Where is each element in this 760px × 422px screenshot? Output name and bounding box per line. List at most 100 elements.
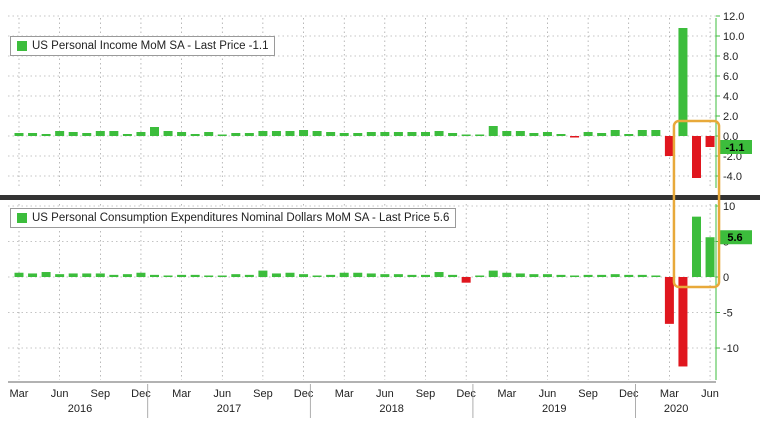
y-tick-label: 4.0: [723, 91, 738, 103]
bar-2017-02: [163, 131, 173, 136]
bar-2016-04: [28, 133, 38, 136]
bar-2016-12: [136, 132, 146, 136]
bar-2019-04: [515, 131, 525, 136]
bar-2018-01: [312, 131, 322, 136]
bar-2019-09: [583, 274, 593, 277]
bar-2018-09: [421, 274, 430, 277]
bar-2018-05: [366, 132, 376, 136]
bar-2019-02: [488, 126, 498, 136]
bar-2018-08: [407, 274, 417, 277]
bar-2017-05: [204, 275, 214, 277]
legend-swatch-income: [17, 41, 27, 51]
bar-2020-05: [692, 136, 701, 178]
bar-2019-11: [610, 130, 620, 136]
bar-2018-08: [407, 132, 417, 136]
bar-2017-07: [231, 133, 241, 136]
bar-2019-10: [597, 274, 607, 277]
bar-2017-06: [217, 275, 227, 277]
x-tick-label: Mar: [335, 388, 354, 400]
last-value-label: -1.1: [726, 142, 745, 154]
year-label: 2020: [664, 403, 688, 415]
bar-2018-11: [448, 133, 458, 136]
bar-2016-06: [55, 274, 65, 277]
bar-2018-12: [461, 134, 471, 136]
axis-layer: 12.010.08.06.04.02.00.0-2.0-4.0-1.11050-…: [0, 11, 760, 380]
bar-2019-05: [529, 133, 539, 136]
bar-2018-04: [353, 272, 363, 277]
bars-layer: [14, 28, 715, 367]
bar-2019-07: [556, 274, 566, 277]
bar-2019-01: [475, 275, 485, 277]
x-tick-label: Sep: [91, 388, 111, 400]
x-tick-label: Mar: [172, 388, 191, 400]
bar-2016-11: [122, 274, 132, 277]
bar-2020-03: [664, 277, 674, 324]
y-tick-label: 2.0: [723, 111, 738, 123]
y-tick-label: 10.0: [723, 31, 744, 43]
bar-2016-03: [14, 272, 24, 277]
bar-2019-06: [542, 132, 552, 136]
y-tick-label: -4.0: [723, 171, 742, 183]
x-tick-label: Jun: [539, 388, 557, 400]
bar-2017-08: [244, 274, 254, 277]
bar-2019-01: [475, 134, 485, 136]
bar-2019-07: [556, 134, 566, 136]
panel-separator: [0, 195, 760, 200]
legend-swatch-pce: [17, 213, 27, 223]
bar-2016-03: [14, 133, 24, 136]
highlight-box: [672, 119, 721, 289]
bar-2017-12: [299, 274, 309, 277]
bar-2017-07: [231, 274, 241, 277]
bar-2020-03: [664, 136, 674, 156]
bar-2016-08: [82, 133, 92, 136]
bar-2018-05: [366, 273, 376, 277]
year-label: 2019: [542, 403, 566, 415]
bar-2019-03: [502, 131, 512, 136]
bar-2018-06: [380, 274, 390, 277]
x-tick-label: Mar: [10, 388, 29, 400]
bar-2018-12: [461, 277, 471, 283]
bar-2018-06: [380, 132, 390, 136]
bar-2019-08: [570, 275, 580, 277]
x-tick-label: Dec: [294, 388, 314, 400]
bar-2017-06: [217, 134, 227, 136]
legend-title-pce: US Personal Consumption Expenditures Nom…: [32, 212, 450, 224]
bar-2016-10: [109, 274, 119, 277]
bar-2017-10: [271, 273, 281, 277]
annotation-layer: [672, 119, 721, 289]
bar-2020-06: [705, 237, 715, 277]
bar-2017-08: [244, 133, 254, 136]
bar-2017-12: [299, 130, 309, 136]
bar-2016-11: [122, 134, 132, 136]
bar-2016-04: [28, 273, 38, 277]
legend-title-income: US Personal Income MoM SA - Last Price -…: [32, 40, 269, 52]
y-tick-label: -5: [723, 308, 733, 320]
bar-2017-09: [258, 270, 268, 277]
bar-2017-09: [258, 131, 268, 136]
bar-2018-07: [393, 132, 403, 136]
y-tick-label: 6.0: [723, 71, 738, 83]
bar-2016-07: [68, 273, 78, 277]
x-tick-label: Sep: [253, 388, 273, 400]
y-tick-label: 10: [723, 201, 735, 213]
bar-2017-11: [285, 272, 295, 277]
bar-2018-07: [393, 274, 403, 277]
bar-2019-12: [624, 274, 634, 277]
bar-2019-02: [488, 270, 498, 277]
bar-2017-03: [177, 132, 187, 136]
bar-2016-07: [68, 132, 78, 136]
last-value-badge: [718, 230, 752, 245]
y-tick-label: 8.0: [723, 51, 738, 63]
x-tick-label: Mar: [660, 388, 679, 400]
bar-2019-08: [570, 136, 580, 138]
bar-2016-08: [82, 273, 92, 277]
bar-2020-01: [637, 274, 647, 277]
bar-2017-01: [150, 274, 159, 277]
x-tick-label: Jun: [376, 388, 394, 400]
bar-2020-05: [692, 216, 701, 277]
last-value-badge: [718, 140, 752, 154]
bar-2019-05: [529, 274, 539, 277]
bar-2016-06: [55, 131, 65, 136]
bar-2016-05: [41, 134, 51, 136]
